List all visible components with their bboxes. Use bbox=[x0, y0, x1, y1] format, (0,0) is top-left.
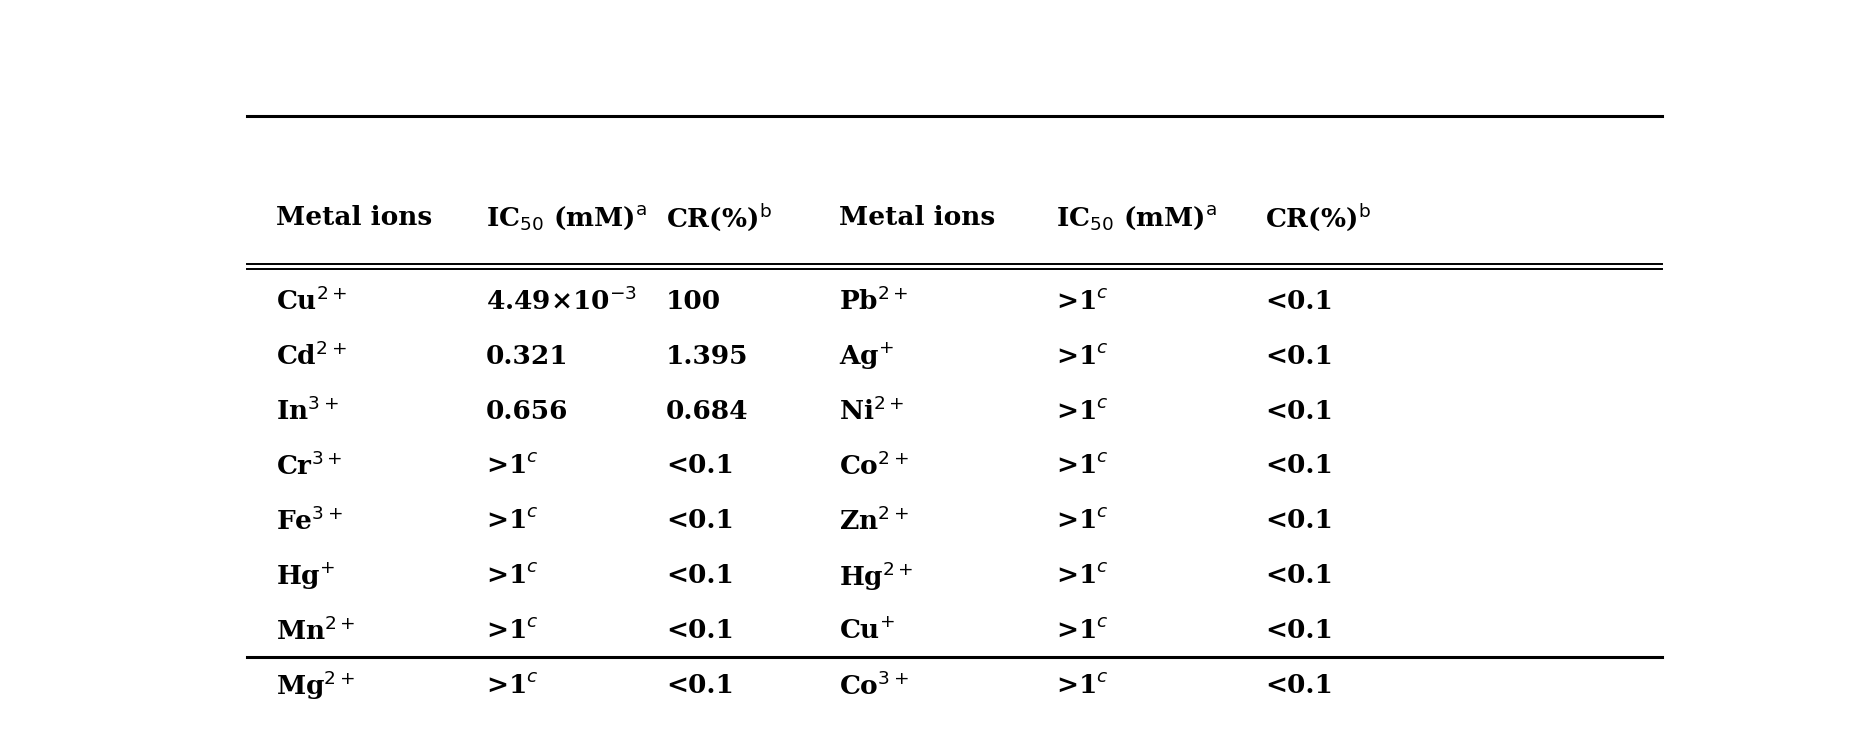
Text: >1$^{c}$: >1$^{c}$ bbox=[486, 673, 538, 698]
Text: Cu$^{2+}$: Cu$^{2+}$ bbox=[276, 287, 348, 315]
Text: Metal ions: Metal ions bbox=[276, 205, 432, 230]
Text: CR(%)$^{\rm b}$: CR(%)$^{\rm b}$ bbox=[1265, 201, 1371, 233]
Text: Co$^{2+}$: Co$^{2+}$ bbox=[838, 452, 909, 480]
Text: Fe$^{3+}$: Fe$^{3+}$ bbox=[276, 507, 343, 535]
Text: >1$^{c}$: >1$^{c}$ bbox=[1056, 563, 1108, 588]
Text: >1$^{c}$: >1$^{c}$ bbox=[486, 454, 538, 478]
Text: >1$^{c}$: >1$^{c}$ bbox=[1056, 618, 1108, 644]
Text: <0.1: <0.1 bbox=[667, 673, 734, 698]
Text: IC$_{50}$ (mM)$^{\rm a}$: IC$_{50}$ (mM)$^{\rm a}$ bbox=[1056, 203, 1217, 232]
Text: Hg$^{+}$: Hg$^{+}$ bbox=[276, 560, 335, 592]
Text: >1$^{c}$: >1$^{c}$ bbox=[486, 563, 538, 588]
Text: 0.321: 0.321 bbox=[486, 344, 568, 369]
Text: <0.1: <0.1 bbox=[1265, 454, 1334, 478]
Text: <0.1: <0.1 bbox=[1265, 399, 1334, 424]
Text: >1$^{c}$: >1$^{c}$ bbox=[486, 508, 538, 533]
Text: Mg$^{2+}$: Mg$^{2+}$ bbox=[276, 669, 356, 702]
Text: <0.1: <0.1 bbox=[667, 563, 734, 588]
Text: >1$^{c}$: >1$^{c}$ bbox=[1056, 508, 1108, 533]
Text: In$^{3+}$: In$^{3+}$ bbox=[276, 397, 339, 425]
Text: Zn$^{2+}$: Zn$^{2+}$ bbox=[838, 507, 909, 535]
Text: IC$_{50}$ (mM)$^{\rm a}$: IC$_{50}$ (mM)$^{\rm a}$ bbox=[486, 203, 646, 232]
Text: <0.1: <0.1 bbox=[1265, 563, 1334, 588]
Text: Cr$^{3+}$: Cr$^{3+}$ bbox=[276, 452, 343, 480]
Text: Ni$^{2+}$: Ni$^{2+}$ bbox=[838, 397, 905, 425]
Text: Co$^{3+}$: Co$^{3+}$ bbox=[838, 671, 909, 700]
Text: Cu$^{+}$: Cu$^{+}$ bbox=[838, 617, 896, 644]
Text: >1$^{c}$: >1$^{c}$ bbox=[1056, 673, 1108, 698]
Text: >1$^{c}$: >1$^{c}$ bbox=[1056, 454, 1108, 478]
Text: 100: 100 bbox=[667, 288, 721, 314]
Text: Pb$^{2+}$: Pb$^{2+}$ bbox=[838, 287, 909, 315]
Text: CR(%)$^{\rm b}$: CR(%)$^{\rm b}$ bbox=[667, 201, 771, 233]
Text: 0.656: 0.656 bbox=[486, 399, 568, 424]
Text: <0.1: <0.1 bbox=[1265, 618, 1334, 644]
Text: >1$^{c}$: >1$^{c}$ bbox=[486, 618, 538, 644]
Text: <0.1: <0.1 bbox=[667, 508, 734, 533]
Text: <0.1: <0.1 bbox=[1265, 288, 1334, 314]
Text: <0.1: <0.1 bbox=[667, 454, 734, 478]
Text: <0.1: <0.1 bbox=[1265, 673, 1334, 698]
Text: <0.1: <0.1 bbox=[667, 618, 734, 644]
Text: 4.49×10$^{-3}$: 4.49×10$^{-3}$ bbox=[486, 287, 637, 315]
Text: <0.1: <0.1 bbox=[1265, 508, 1334, 533]
Text: Hg$^{2+}$: Hg$^{2+}$ bbox=[838, 559, 915, 593]
Text: Mn$^{2+}$: Mn$^{2+}$ bbox=[276, 617, 356, 645]
Text: 1.395: 1.395 bbox=[667, 344, 749, 369]
Text: >1$^{c}$: >1$^{c}$ bbox=[1056, 288, 1108, 314]
Text: Ag$^{+}$: Ag$^{+}$ bbox=[838, 340, 894, 372]
Text: <0.1: <0.1 bbox=[1265, 344, 1334, 369]
Text: Cd$^{2+}$: Cd$^{2+}$ bbox=[276, 342, 347, 370]
Text: >1$^{c}$: >1$^{c}$ bbox=[1056, 399, 1108, 424]
Text: Metal ions: Metal ions bbox=[838, 205, 995, 230]
Text: >1$^{c}$: >1$^{c}$ bbox=[1056, 344, 1108, 369]
Text: 0.684: 0.684 bbox=[667, 399, 749, 424]
